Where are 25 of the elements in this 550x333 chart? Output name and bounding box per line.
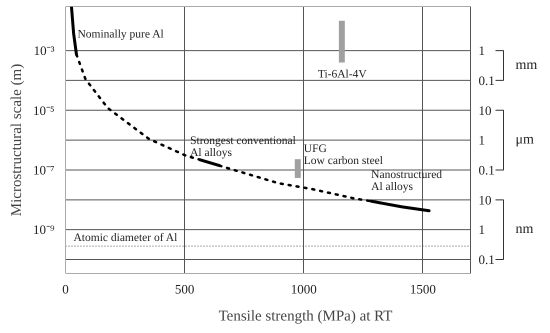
text: 0.1 bbox=[478, 162, 495, 178]
text: 0.1 bbox=[478, 72, 495, 88]
text: 10 bbox=[478, 192, 492, 208]
series-label: Nominally pure Al bbox=[77, 28, 164, 40]
text: nm bbox=[516, 222, 534, 238]
y-tick-label: 10⁻⁵ bbox=[32, 102, 55, 118]
text: 0.1 bbox=[478, 252, 495, 268]
text: mm bbox=[516, 58, 538, 74]
y-axis-title: Microstructural scale (m) bbox=[8, 64, 25, 216]
ref-line-label: Atomic diameter of Al bbox=[74, 232, 178, 244]
x-tick-label: 1000 bbox=[290, 282, 317, 296]
x-axis-title: Tensile strength (MPa) at RT bbox=[218, 308, 392, 324]
text: 1 bbox=[478, 222, 485, 238]
x-tick-label: 500 bbox=[174, 282, 194, 296]
text: μm bbox=[516, 132, 534, 148]
series-label: Ti-6Al-4V bbox=[318, 68, 368, 80]
y-tick-label: 10⁻³ bbox=[34, 43, 55, 58]
x-tick-label: 1500 bbox=[410, 282, 436, 296]
text: 1 bbox=[478, 132, 485, 148]
y-tick-label: 10⁻⁷ bbox=[32, 162, 55, 178]
series-label: UFG Low carbon steel bbox=[304, 143, 383, 168]
y-tick-label: 10⁻⁹ bbox=[32, 222, 55, 238]
text: 10 bbox=[478, 102, 492, 118]
text: 1 bbox=[478, 43, 485, 58]
x-tick-label: 0 bbox=[62, 282, 69, 296]
